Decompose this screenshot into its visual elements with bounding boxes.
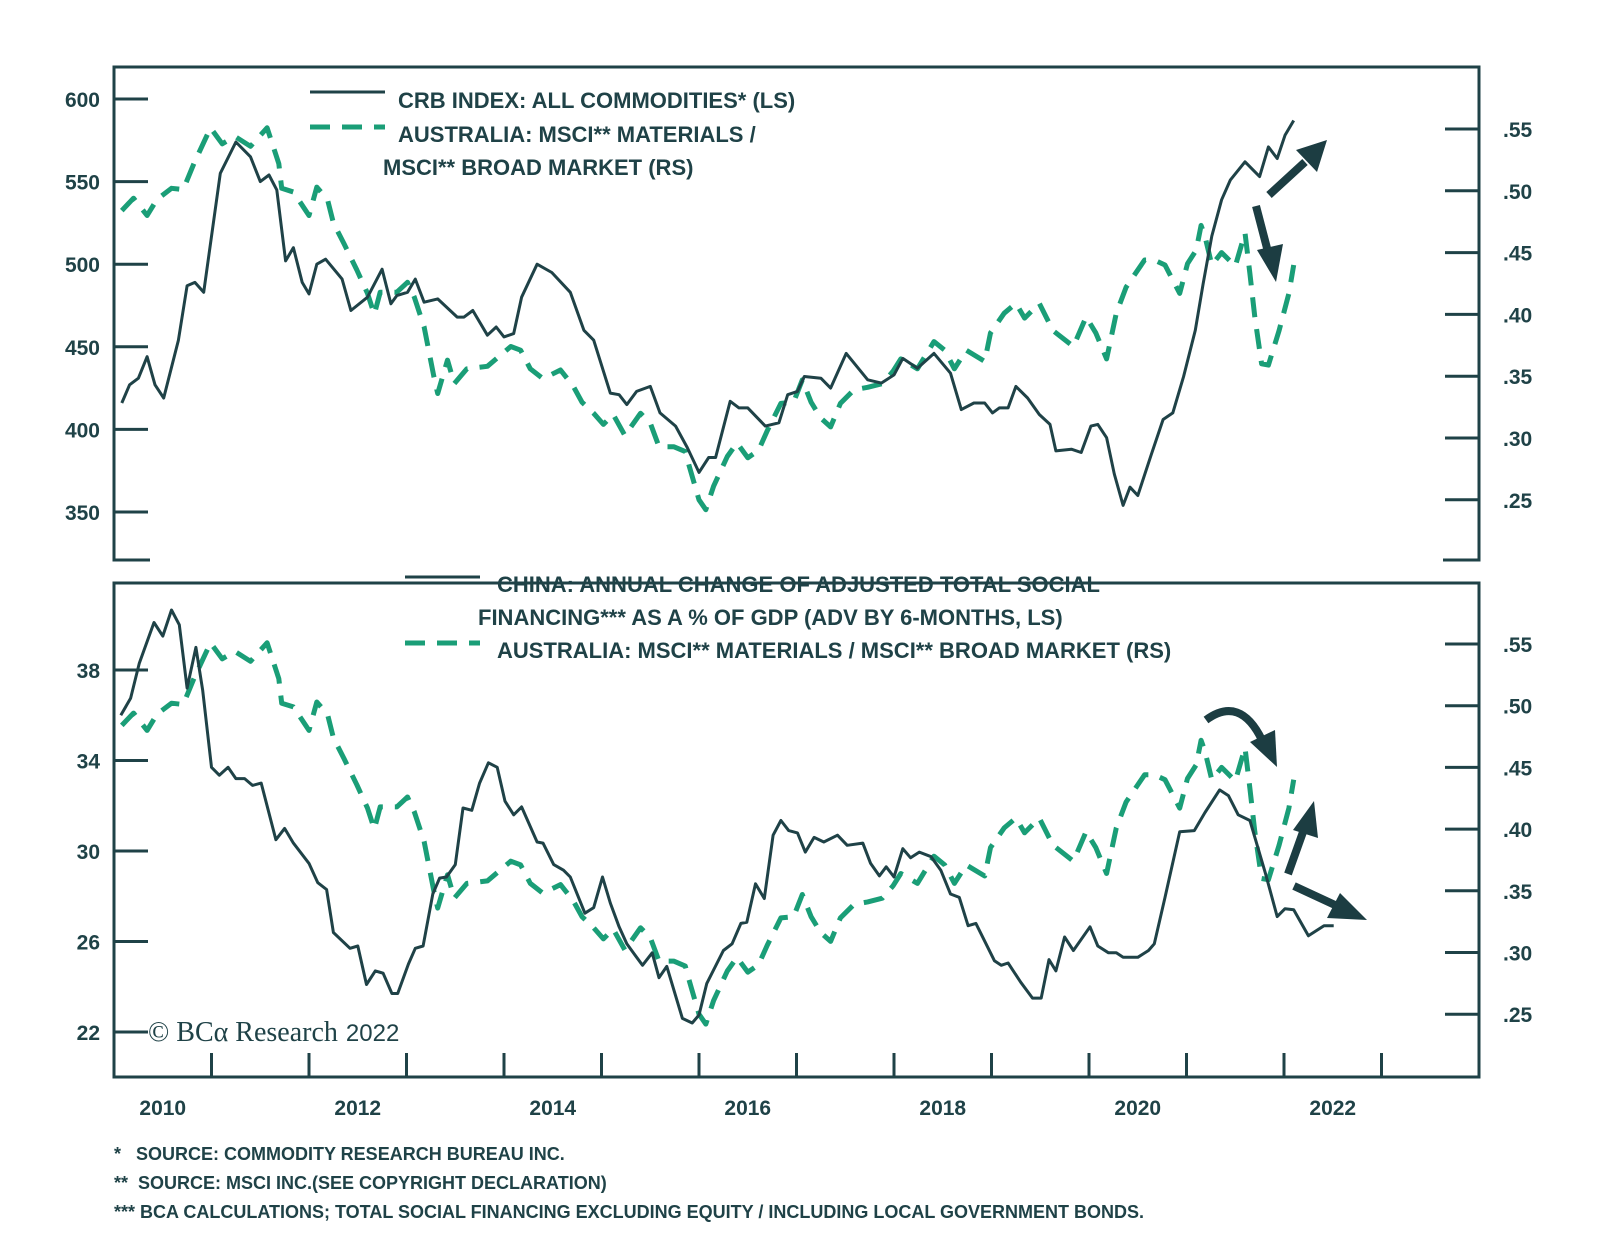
top-arrows — [1252, 140, 1327, 282]
bottom-series — [119, 608, 1334, 1027]
top-right-axis-tick-label: .40 — [1503, 304, 1532, 327]
top-right-axis-tick-label: .30 — [1503, 428, 1532, 451]
arrow-down-right-icon — [1292, 882, 1367, 920]
curved-arrow-down-icon — [1203, 707, 1277, 767]
bottom-left-axis-tick-label: 26 — [77, 932, 100, 955]
footnote-3: *** BCA CALCULATIONS; TOTAL SOCIAL FINAN… — [114, 1202, 1145, 1222]
legend-label-australia-1: AUSTRALIA: MSCI** MATERIALS / — [398, 122, 756, 147]
top-right-axis-tick-label: .55 — [1503, 119, 1533, 142]
series-australia-materials-ratio-top — [119, 125, 1297, 513]
bottom-legend: CHINA: ANNUAL CHANGE OF ADJUSTED TOTAL S… — [405, 572, 1171, 663]
legend-label-crb: CRB INDEX: ALL COMMODITIES* (LS) — [398, 88, 795, 113]
top-panel: 350 400 450 500 550 600 .25 .30 .35 .40 .45 .50 .55… — [65, 65, 1533, 585]
series-australia-materials-ratio-bottom — [119, 640, 1297, 1027]
top-right-axis-tick-label: .25 — [1503, 490, 1533, 513]
bottom-right-axis-tick-label: .50 — [1503, 696, 1532, 719]
arrow-up-right-icon — [1266, 140, 1327, 198]
bottom-right-axis-tick-label: .55 — [1503, 634, 1533, 657]
panel-gap-left — [111, 562, 117, 581]
x-axis-tick-label: 2022 — [1309, 1097, 1356, 1120]
bottom-left-axis-tick-label: 34 — [77, 751, 101, 774]
x-axis-tick-label: 2020 — [1114, 1097, 1161, 1120]
legend-label-australia: AUSTRALIA: MSCI** MATERIALS / MSCI** BRO… — [497, 638, 1171, 663]
x-axis-tick-label: 2012 — [334, 1097, 381, 1120]
bottom-left-axis-tick-label: 38 — [77, 660, 101, 683]
bottom-left-axis: 22 26 30 34 38 — [77, 660, 148, 1045]
top-legend: CRB INDEX: ALL COMMODITIES* (LS) AUSTRAL… — [310, 88, 795, 180]
bottom-right-axis-tick-label: .30 — [1503, 943, 1532, 966]
series-crb-index — [120, 119, 1295, 507]
top-left-axis-tick-label: 400 — [65, 419, 100, 442]
x-axis: 2010 2012 2014 2016 2018 2020 2022 — [139, 1053, 1383, 1120]
footnote-2: ** SOURCE: MSCI INC.(SEE COPYRIGHT DECLA… — [114, 1173, 607, 1193]
bottom-arrows — [1203, 707, 1367, 920]
top-left-axis-tick-label: 550 — [65, 172, 100, 195]
top-right-axis-tick-label: .45 — [1503, 243, 1533, 266]
x-axis-tick-label: 2018 — [919, 1097, 966, 1120]
top-left-axis-tick-label: 600 — [65, 89, 100, 112]
panel-gap-right — [1476, 562, 1482, 581]
top-right-axis-tick-label: .35 — [1503, 366, 1533, 389]
footnote-1: * SOURCE: COMMODITY RESEARCH BUREAU INC. — [114, 1144, 565, 1164]
bottom-right-axis-tick-label: .25 — [1503, 1004, 1533, 1027]
bottom-right-axis-tick-label: .45 — [1503, 757, 1533, 780]
x-axis-tick-label: 2016 — [724, 1097, 771, 1120]
legend-label-china-1: CHINA: ANNUAL CHANGE OF ADJUSTED TOTAL S… — [497, 572, 1100, 597]
copyright: © BCα Research 2022 — [148, 1017, 399, 1048]
arrow-down-icon — [1252, 204, 1283, 282]
top-panel-frame — [112, 65, 1481, 562]
legend-label-australia-2: MSCI** BROAD MARKET (RS) — [383, 155, 693, 180]
top-left-axis-tick-label: 500 — [65, 254, 100, 277]
x-axis-tick-label: 2010 — [139, 1097, 186, 1120]
top-left-axis-tick-label: 450 — [65, 337, 100, 360]
bottom-right-axis: .25 .30 .35 .40 .45 .50 .55 — [1445, 634, 1533, 1027]
arrow-up-icon — [1284, 801, 1318, 876]
top-left-axis: 350 400 450 500 550 600 — [65, 89, 1482, 585]
top-left-axis-tick-label: 350 — [65, 502, 100, 525]
bottom-right-axis-tick-label: .40 — [1503, 819, 1532, 842]
top-series — [119, 119, 1297, 513]
bottom-right-axis-tick-label: .35 — [1503, 881, 1533, 904]
bottom-left-axis-tick-label: 22 — [77, 1022, 100, 1045]
series-china-tsf — [119, 608, 1334, 1025]
legend-label-china-2: FINANCING*** AS A % OF GDP (ADV BY 6-MON… — [478, 605, 1063, 630]
top-right-axis-tick-label: .50 — [1503, 181, 1532, 204]
x-axis-tick-label: 2014 — [529, 1097, 576, 1120]
panel-gap-middle — [150, 558, 1443, 585]
bottom-left-axis-tick-label: 30 — [77, 841, 100, 864]
top-right-axis: .25 .30 .35 .40 .45 .50 .55 — [1445, 119, 1533, 513]
